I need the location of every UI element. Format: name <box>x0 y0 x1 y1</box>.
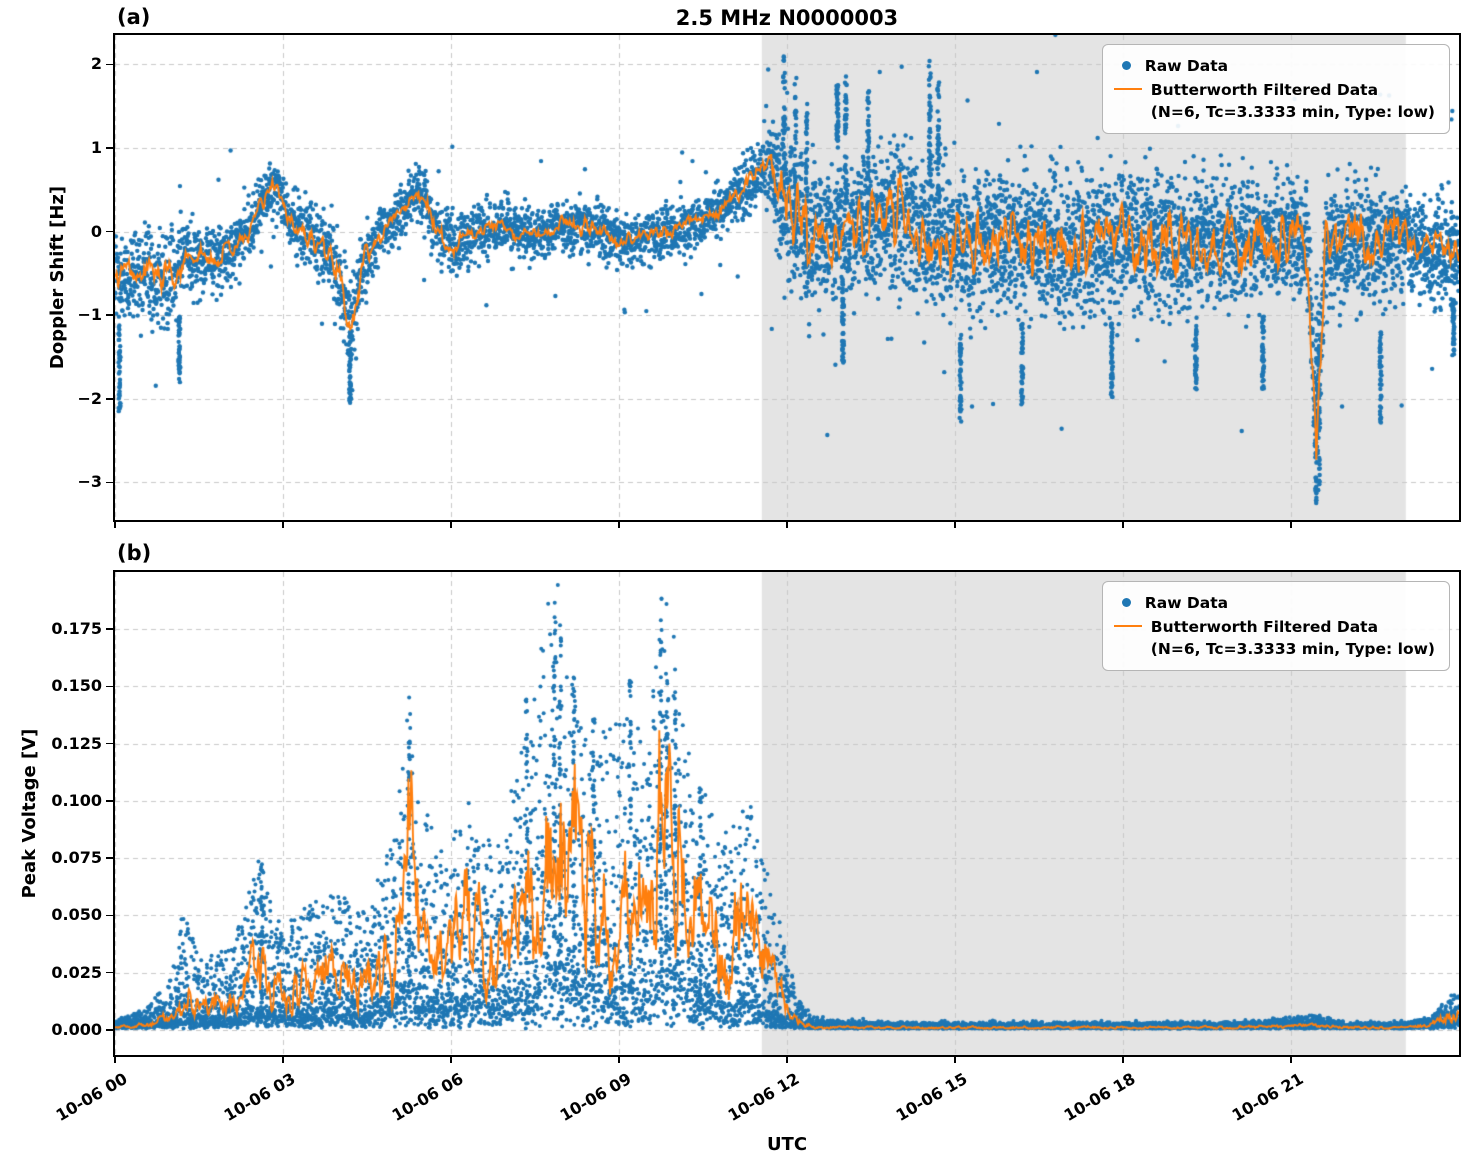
x-tick-mark <box>1122 1057 1124 1063</box>
legend-filtered-label: Butterworth Filtered Data <box>1150 618 1379 636</box>
x-tick-mark <box>954 1057 956 1063</box>
panel-a-legend: Raw Data Butterworth Filtered Data (N=6,… <box>1101 44 1450 134</box>
panel-b-label: (b) <box>117 541 152 565</box>
y-tick-label: 0 <box>90 221 102 241</box>
y-tick-mark <box>106 1029 113 1031</box>
panel-b-legend: Raw Data Butterworth Filtered Data (N=6,… <box>1101 581 1450 671</box>
legend-raw-label: Raw Data <box>1144 57 1229 75</box>
y-tick-label: 0.125 <box>51 733 102 753</box>
legend-filtered-row: Butterworth Filtered Data (N=6, Tc=3.333… <box>1113 616 1435 660</box>
y-tick-mark <box>106 398 113 400</box>
panel-a-plot-area: Raw Data Butterworth Filtered Data (N=6,… <box>113 33 1461 522</box>
y-tick-mark <box>106 481 113 484</box>
legend-raw-row: Raw Data <box>1114 592 1435 614</box>
filtered-line-icon <box>1113 88 1142 90</box>
x-tick-label: 10-06 06 <box>388 1069 467 1125</box>
x-tick-mark <box>954 522 956 528</box>
x-tick-label: 10-06 18 <box>1060 1069 1139 1125</box>
figure-title: 2.5 MHz N0000003 <box>675 6 899 30</box>
y-tick-label: 0.000 <box>51 1019 102 1039</box>
y-tick-mark <box>106 628 113 630</box>
y-tick-label: 1 <box>90 137 102 157</box>
legend-filtered-label: Butterworth Filtered Data <box>1150 81 1379 99</box>
y-tick-mark <box>106 314 113 316</box>
x-tick-mark <box>450 1057 452 1063</box>
x-tick-label: 10-06 00 <box>52 1069 131 1125</box>
x-tick-mark <box>1290 522 1292 528</box>
y-tick-label: −1 <box>77 305 102 325</box>
y-tick-mark <box>106 971 113 974</box>
x-tick-mark <box>786 1057 788 1063</box>
y-axis-label-voltage: Peak Voltage [V] <box>19 728 40 899</box>
x-tick-mark <box>618 1057 620 1063</box>
raw-data-dot-icon <box>1121 61 1131 70</box>
y-tick-mark <box>106 857 113 859</box>
y-axis-label-doppler: Doppler Shift [Hz] <box>47 185 68 370</box>
panel-b-plot-area: Raw Data Butterworth Filtered Data (N=6,… <box>113 570 1461 1057</box>
x-axis-label: UTC <box>766 1134 808 1155</box>
x-tick-mark <box>282 1057 284 1063</box>
y-tick-label: 0.175 <box>51 619 102 639</box>
x-tick-mark <box>786 522 788 528</box>
y-tick-mark <box>106 230 113 233</box>
legend-raw-row: Raw Data <box>1114 55 1435 77</box>
legend-raw-label: Raw Data <box>1144 594 1229 612</box>
y-tick-label: 0.025 <box>51 962 102 982</box>
x-tick-label: 10-06 21 <box>1228 1069 1307 1125</box>
y-tick-mark <box>106 685 113 688</box>
x-tick-mark <box>282 522 284 528</box>
y-tick-label: −3 <box>77 472 102 492</box>
raw-data-dot-icon <box>1121 598 1131 607</box>
y-tick-label: 0.075 <box>51 848 102 868</box>
legend-filtered-params: (N=6, Tc=3.3333 min, Type: low) <box>1150 640 1435 658</box>
x-tick-label: 10-06 03 <box>220 1069 299 1125</box>
x-tick-mark <box>450 522 452 528</box>
y-tick-mark <box>106 800 113 802</box>
legend-filtered-row: Butterworth Filtered Data (N=6, Tc=3.333… <box>1113 79 1435 123</box>
x-tick-mark <box>1290 1057 1292 1063</box>
y-tick-label: 0.050 <box>51 905 102 925</box>
y-tick-label: 0.100 <box>51 790 102 810</box>
x-tick-label: 10-06 09 <box>556 1069 635 1125</box>
filtered-line-icon <box>1113 625 1142 627</box>
y-tick-mark <box>106 914 113 917</box>
panel-a-label: (a) <box>117 5 151 29</box>
y-tick-mark <box>106 63 113 66</box>
x-tick-mark <box>114 522 116 528</box>
x-tick-label: 10-06 15 <box>892 1069 971 1125</box>
y-tick-mark <box>106 742 113 745</box>
x-tick-mark <box>1122 522 1124 528</box>
y-tick-label: −2 <box>77 388 102 408</box>
x-tick-mark <box>114 1057 116 1063</box>
y-tick-mark <box>106 147 113 149</box>
x-tick-mark <box>618 522 620 528</box>
y-tick-label: 2 <box>90 54 102 74</box>
y-tick-label: 0.150 <box>51 676 102 696</box>
legend-filtered-params: (N=6, Tc=3.3333 min, Type: low) <box>1150 103 1435 121</box>
